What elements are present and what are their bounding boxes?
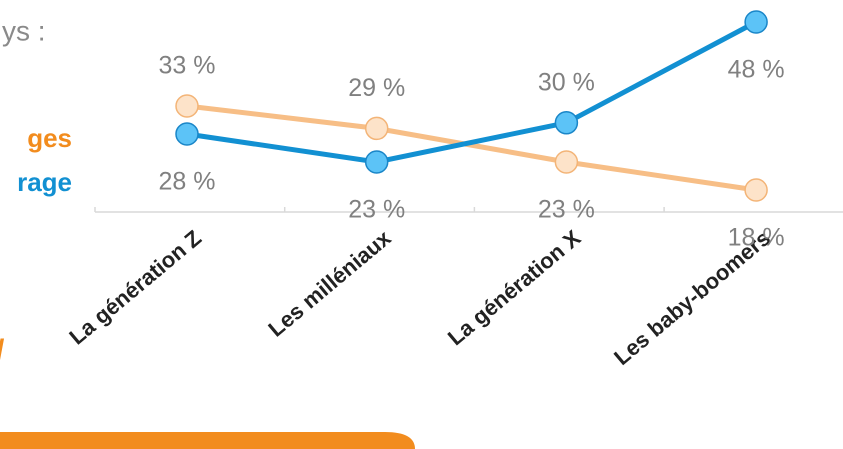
- marker: [364, 116, 389, 141]
- data-label: 29 %: [348, 74, 405, 102]
- data-label: 23 %: [538, 196, 595, 224]
- legend-label: ges: [27, 123, 72, 153]
- data-label: 28 %: [159, 168, 216, 196]
- marker: [175, 94, 199, 118]
- subtitle: ys :: [2, 15, 46, 46]
- marker: [554, 150, 579, 174]
- line: [186, 19, 758, 165]
- data-label: 23 %: [348, 196, 405, 224]
- x-tick-label: Les milléniaux: [263, 225, 396, 342]
- marker: [744, 10, 768, 34]
- marker: [364, 150, 389, 174]
- line: [186, 103, 757, 193]
- data-label: 30 %: [538, 68, 595, 96]
- banner: [0, 432, 415, 449]
- marker: [554, 111, 579, 135]
- marker: [175, 122, 199, 146]
- x-tick-label: La génération X: [443, 225, 586, 350]
- data-label: 48 %: [728, 56, 785, 84]
- data-label: 33 %: [159, 52, 216, 80]
- marker: [744, 178, 768, 202]
- data-label: 18 %: [728, 224, 785, 252]
- x-tick-label: La génération Z: [64, 225, 206, 349]
- annotation: /: [0, 334, 5, 367]
- legend-label: rage: [17, 167, 72, 197]
